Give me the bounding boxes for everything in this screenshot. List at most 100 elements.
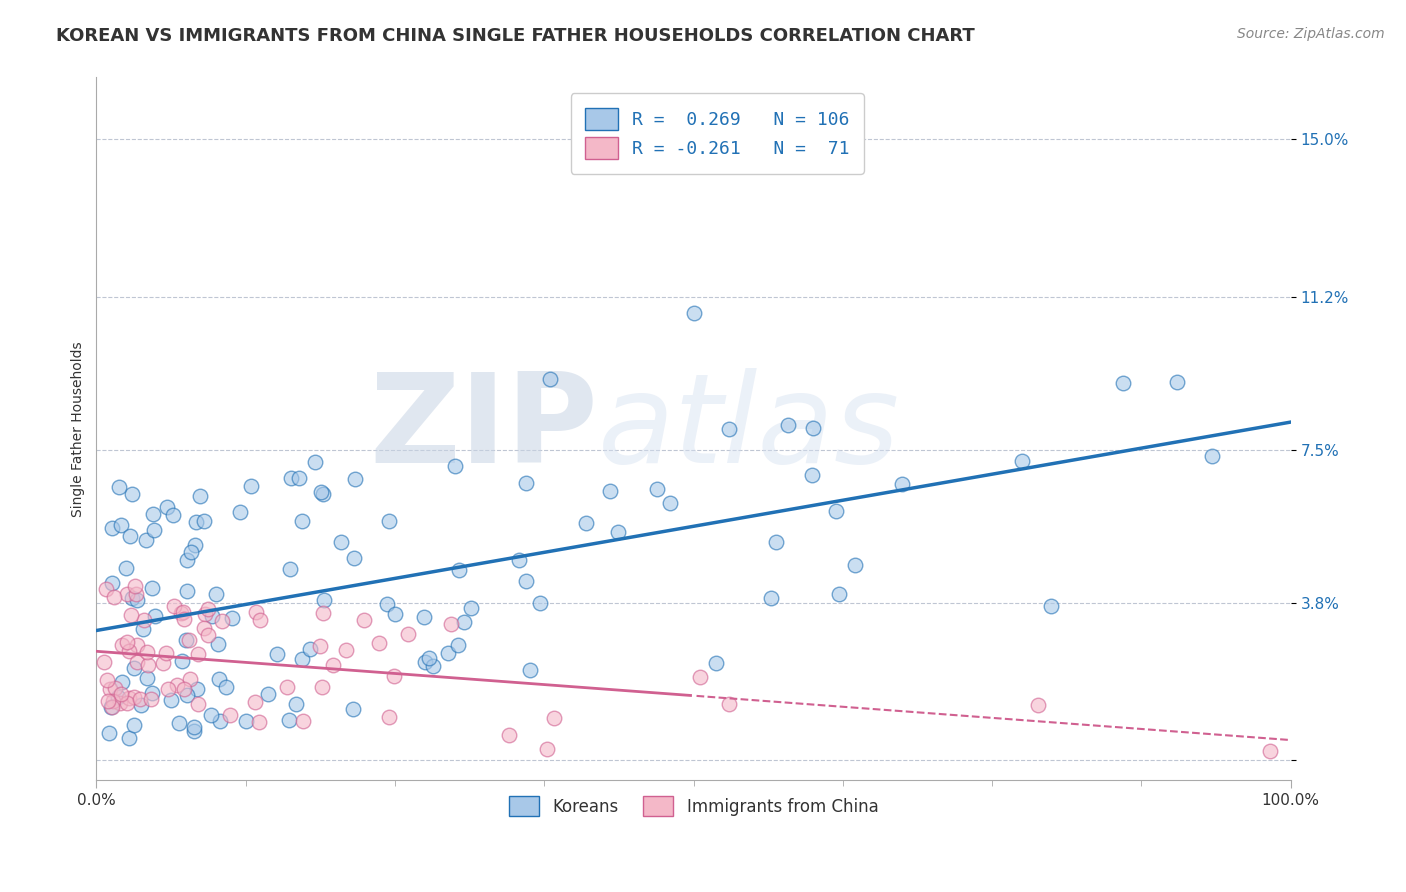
Point xyxy=(118,731,141,745)
Point xyxy=(1166,375,1188,389)
Point xyxy=(115,561,138,575)
Point xyxy=(801,421,824,435)
Point xyxy=(129,698,152,712)
Point xyxy=(174,632,197,647)
Point xyxy=(311,607,333,621)
Point xyxy=(498,728,520,742)
Point xyxy=(121,591,143,606)
Point xyxy=(152,657,174,671)
Point xyxy=(418,651,440,665)
Point xyxy=(218,707,240,722)
Point xyxy=(291,514,314,528)
Point xyxy=(343,550,366,565)
Point xyxy=(115,586,138,600)
Point xyxy=(599,483,621,498)
Point xyxy=(101,699,124,714)
Point xyxy=(453,615,475,630)
Point xyxy=(100,576,122,591)
Point xyxy=(201,609,224,624)
Point xyxy=(890,477,912,491)
Point xyxy=(304,455,326,469)
Point xyxy=(205,587,228,601)
Point xyxy=(447,638,470,652)
Point xyxy=(207,637,229,651)
Point xyxy=(278,714,301,728)
Point xyxy=(96,582,118,597)
Text: Source: ZipAtlas.com: Source: ZipAtlas.com xyxy=(1237,27,1385,41)
Point xyxy=(322,658,344,673)
Point xyxy=(156,681,179,696)
Point xyxy=(166,678,188,692)
Point xyxy=(1026,698,1049,713)
Point xyxy=(437,646,460,660)
Point xyxy=(193,515,215,529)
Point xyxy=(536,742,558,756)
Point xyxy=(197,602,219,616)
Point xyxy=(194,607,217,621)
Point xyxy=(125,587,148,601)
Point xyxy=(173,612,195,626)
Point xyxy=(1201,449,1223,463)
Point xyxy=(176,688,198,702)
Point xyxy=(422,659,444,673)
Point xyxy=(121,487,143,501)
Point xyxy=(353,613,375,627)
Point xyxy=(141,692,163,706)
Point xyxy=(100,700,122,714)
Point xyxy=(184,516,207,530)
Legend: Koreans, Immigrants from China: Koreans, Immigrants from China xyxy=(501,788,887,825)
Point xyxy=(215,680,238,694)
Point xyxy=(110,687,132,701)
Point xyxy=(828,587,851,601)
Point xyxy=(183,720,205,734)
Point xyxy=(132,613,155,627)
Point xyxy=(239,479,262,493)
Point xyxy=(98,726,121,740)
Point xyxy=(132,622,155,636)
Point xyxy=(314,593,336,607)
Point xyxy=(607,524,630,539)
Point xyxy=(439,617,461,632)
Point xyxy=(1040,599,1063,613)
Point xyxy=(108,480,131,494)
Point xyxy=(180,545,202,559)
Point xyxy=(778,417,800,432)
Point xyxy=(162,508,184,522)
Point xyxy=(172,605,194,619)
Point xyxy=(142,507,165,521)
Point xyxy=(115,696,138,710)
Point xyxy=(689,670,711,684)
Point xyxy=(396,627,419,641)
Point xyxy=(142,523,165,537)
Point xyxy=(125,655,148,669)
Y-axis label: Single Father Households: Single Father Households xyxy=(72,341,86,516)
Text: ZIP: ZIP xyxy=(370,368,598,490)
Point xyxy=(188,489,211,503)
Point xyxy=(704,656,727,670)
Point xyxy=(543,711,565,725)
Point xyxy=(179,672,201,686)
Point xyxy=(508,553,530,567)
Point xyxy=(184,539,207,553)
Point xyxy=(515,574,537,588)
Point xyxy=(299,641,322,656)
Point xyxy=(243,695,266,709)
Point xyxy=(759,591,782,606)
Point xyxy=(124,661,146,675)
Point xyxy=(187,647,209,661)
Point xyxy=(718,422,741,436)
Point xyxy=(111,675,134,690)
Point xyxy=(235,714,257,729)
Point xyxy=(368,636,391,650)
Point xyxy=(160,693,183,707)
Point xyxy=(309,639,332,653)
Point xyxy=(96,673,118,688)
Point xyxy=(97,694,120,708)
Point xyxy=(183,723,205,738)
Point xyxy=(103,590,125,604)
Point xyxy=(117,644,139,658)
Point xyxy=(765,534,787,549)
Point xyxy=(124,579,146,593)
Point xyxy=(200,707,222,722)
Point xyxy=(104,681,127,695)
